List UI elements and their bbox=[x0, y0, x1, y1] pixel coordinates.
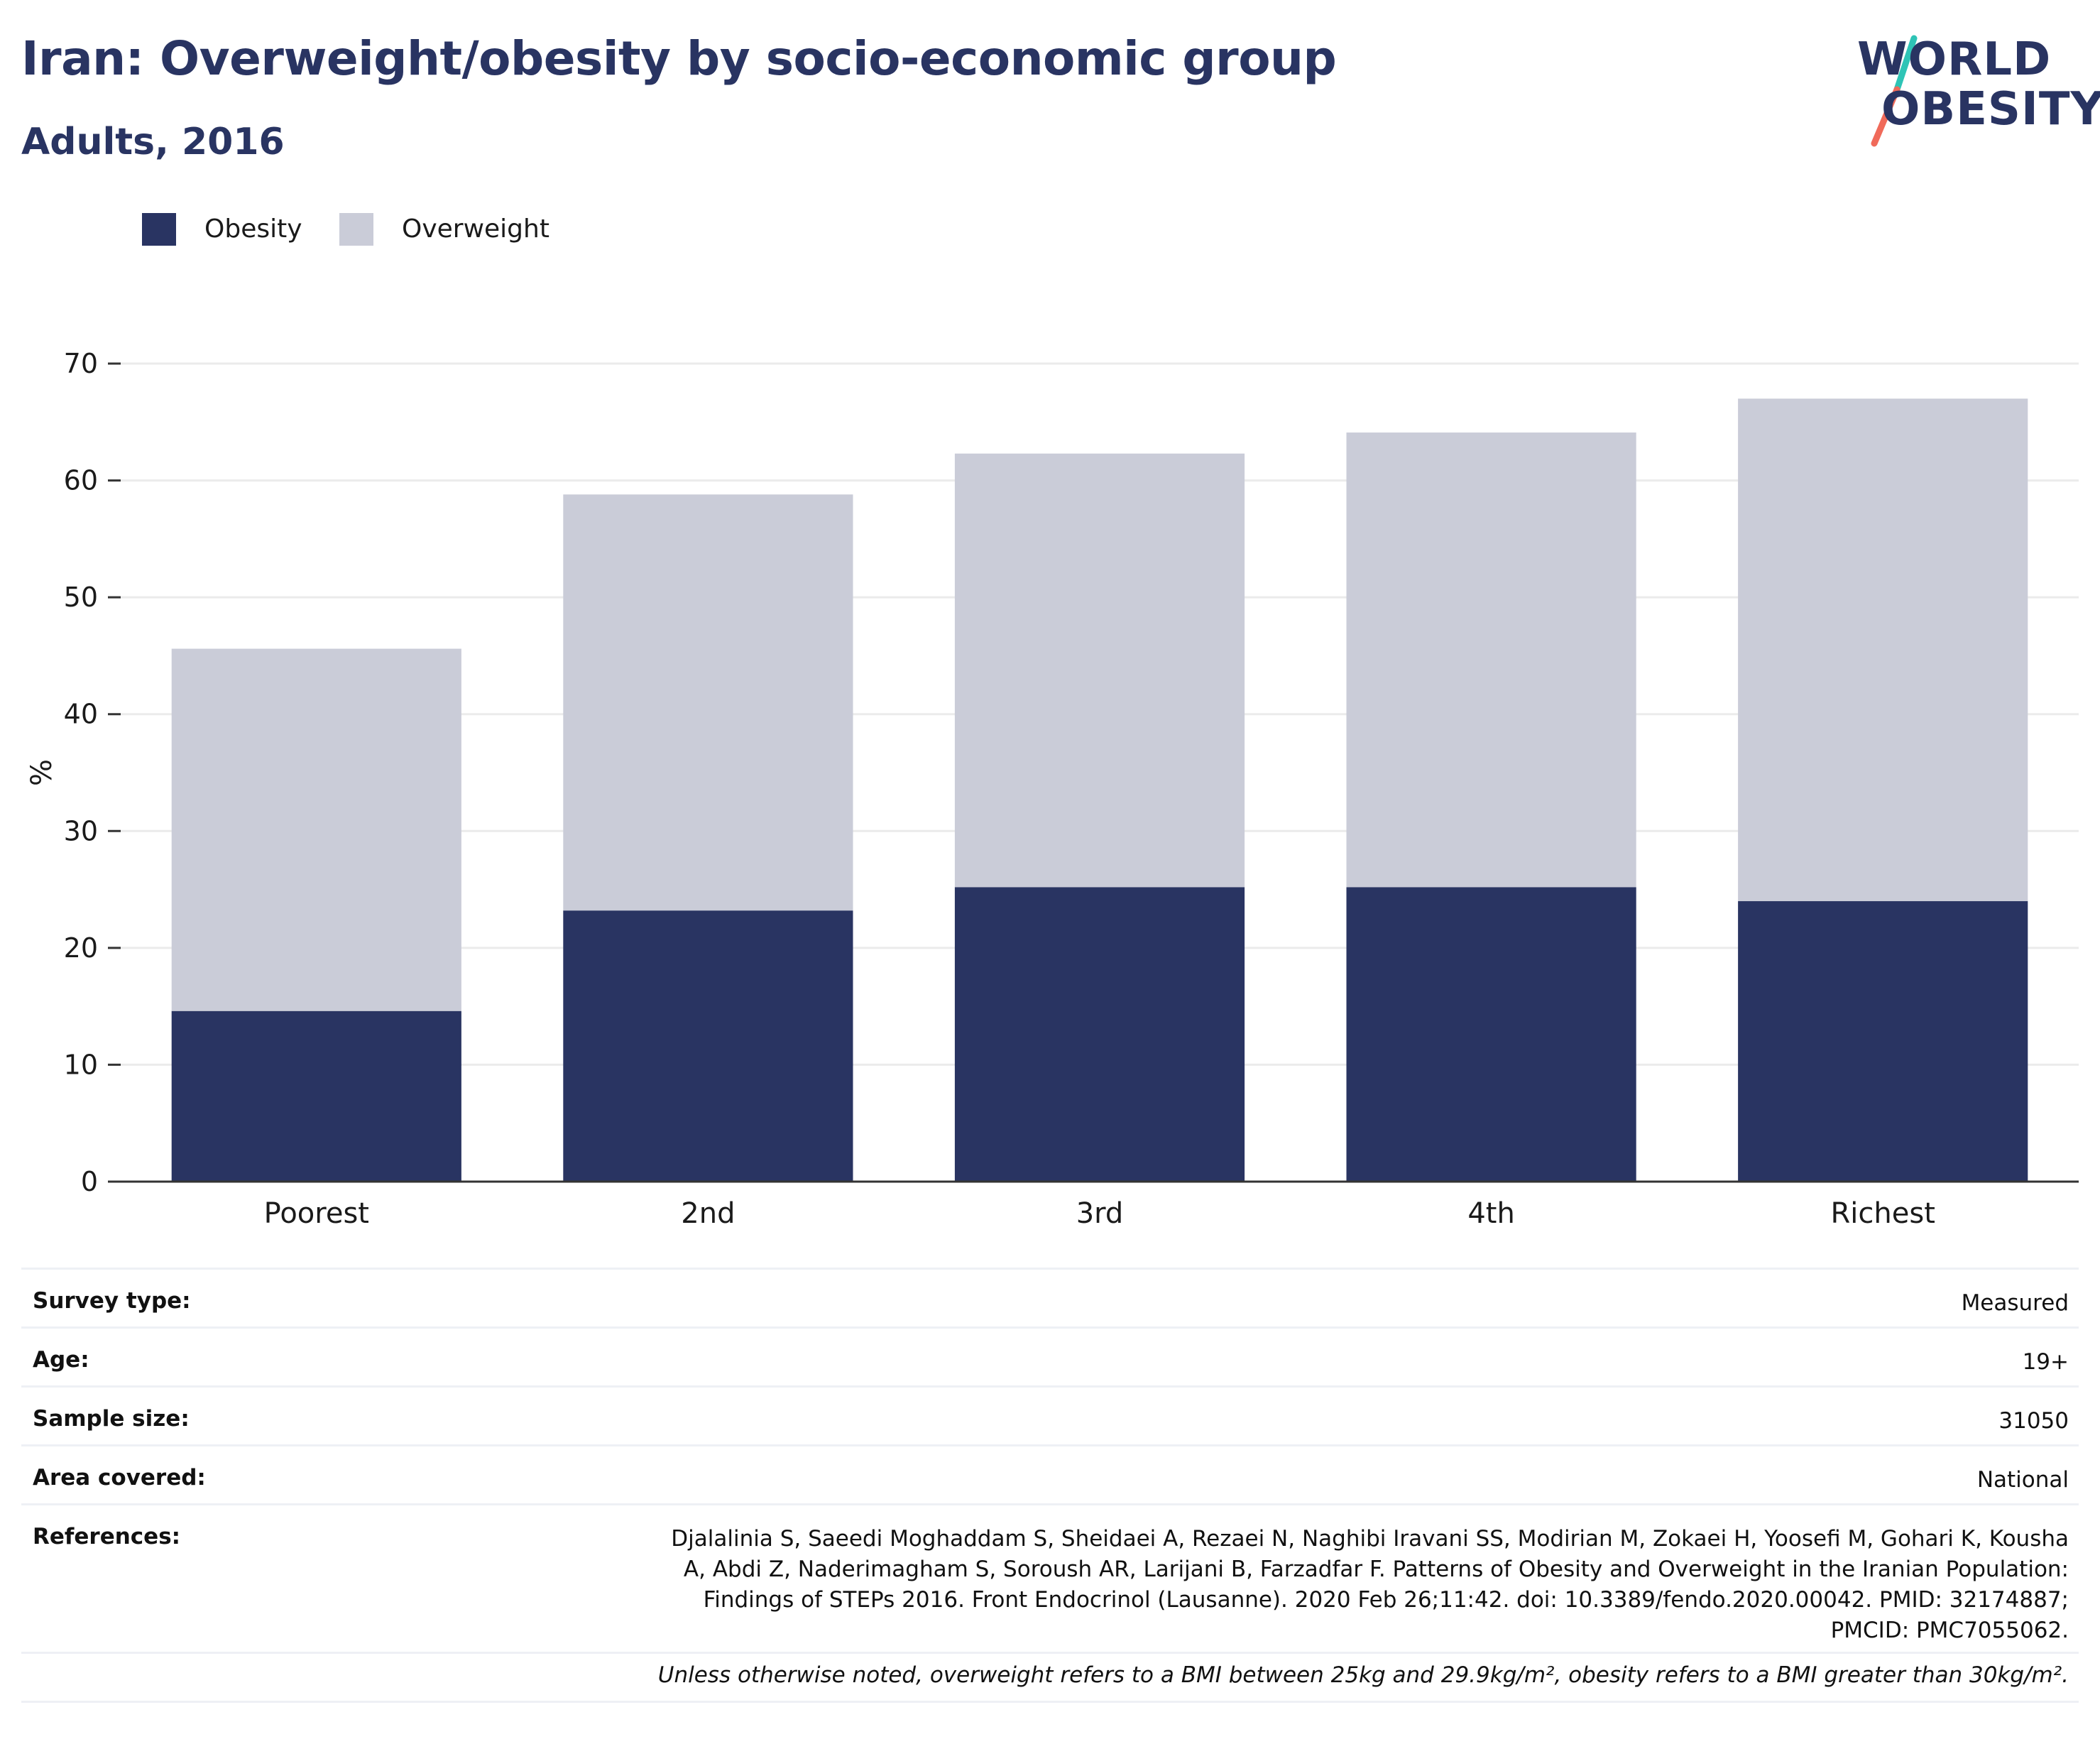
info-label: References: bbox=[33, 1524, 181, 1549]
info-value: Measured bbox=[1961, 1290, 2069, 1316]
y-tick-label: 40 bbox=[64, 699, 98, 730]
info-label: Survey type: bbox=[33, 1288, 191, 1314]
x-tick-label: 3rd bbox=[1076, 1197, 1124, 1230]
y-tick-label: 50 bbox=[64, 582, 98, 613]
y-tick-label: 60 bbox=[64, 465, 98, 496]
bar-overweight-3rd bbox=[954, 453, 1245, 888]
bar-obesity-poorest bbox=[171, 1010, 461, 1182]
legend-swatch-overweight bbox=[339, 213, 373, 246]
info-label: Age: bbox=[33, 1347, 89, 1373]
x-tick-label: Richest bbox=[1831, 1197, 1935, 1230]
info-table: Survey type: Measured Age: 19+ Sample si… bbox=[21, 1268, 2079, 1703]
y-tick-label: 70 bbox=[64, 348, 98, 379]
bar-overweight-2nd bbox=[563, 494, 853, 911]
y-axis-label: % bbox=[26, 759, 58, 786]
info-value: 19+ bbox=[2022, 1349, 2069, 1375]
x-tick-label: 4th bbox=[1467, 1197, 1514, 1230]
info-row-references: References: Djalalinia S, Saeedi Moghadd… bbox=[21, 1503, 2079, 1652]
y-tick-label: 20 bbox=[64, 932, 98, 964]
info-row-area-covered: Area covered: National bbox=[21, 1444, 2079, 1503]
info-row-age: Age: 19+ bbox=[21, 1326, 2079, 1385]
page-title: Iran: Overweight/obesity by socio-econom… bbox=[21, 31, 1337, 86]
info-row-sample-size: Sample size: 31050 bbox=[21, 1385, 2079, 1444]
logo-text-obesity: OBESITY bbox=[1881, 83, 2100, 136]
bmi-definition-note: Unless otherwise noted, overweight refer… bbox=[657, 1662, 2069, 1688]
logo-slash-coral bbox=[1871, 86, 1901, 147]
bar-obesity-3rd bbox=[954, 887, 1245, 1182]
logo-slash-icon bbox=[1871, 35, 1918, 147]
references-text: Djalalinia S, Saeedi Moghaddam S, Sheida… bbox=[671, 1526, 2069, 1643]
bar-overweight-4th bbox=[1346, 432, 1636, 888]
legend-swatch-obesity bbox=[142, 213, 176, 246]
logo-slash-teal bbox=[1893, 35, 1918, 93]
y-tick-label: 10 bbox=[64, 1049, 98, 1080]
bar-obesity-2nd bbox=[563, 910, 853, 1182]
info-value: 31050 bbox=[1998, 1408, 2069, 1434]
info-label: Area covered: bbox=[33, 1465, 206, 1491]
bar-overweight-poorest bbox=[171, 648, 461, 1011]
y-tick-label: 30 bbox=[64, 815, 98, 846]
legend-label-obesity: Obesity bbox=[204, 214, 302, 244]
info-row-survey-type: Survey type: Measured bbox=[21, 1268, 2079, 1326]
info-row-note: Unless otherwise noted, overweight refer… bbox=[21, 1652, 2079, 1703]
bar-overweight-richest bbox=[1738, 398, 2028, 902]
info-label: Sample size: bbox=[33, 1406, 190, 1432]
legend-label-overweight: Overweight bbox=[402, 214, 549, 244]
x-tick-label: 2nd bbox=[681, 1197, 735, 1230]
y-tick-label: 0 bbox=[81, 1166, 98, 1197]
bar-chart: 0 10 20 30 40 50 60 70% Poorest 2nd 3rd 4th Richest bbox=[26, 348, 2079, 1230]
info-value: National bbox=[1976, 1467, 2069, 1493]
bar-obesity-4th bbox=[1346, 887, 1636, 1182]
logo-text-world: WORLD bbox=[1857, 33, 2052, 86]
page-subtitle: Adults, 2016 bbox=[21, 121, 285, 163]
bar-obesity-richest bbox=[1738, 901, 2028, 1182]
x-tick-label: Poorest bbox=[264, 1197, 369, 1230]
world-obesity-logo: WORLD OBESITY bbox=[1846, 21, 2100, 149]
